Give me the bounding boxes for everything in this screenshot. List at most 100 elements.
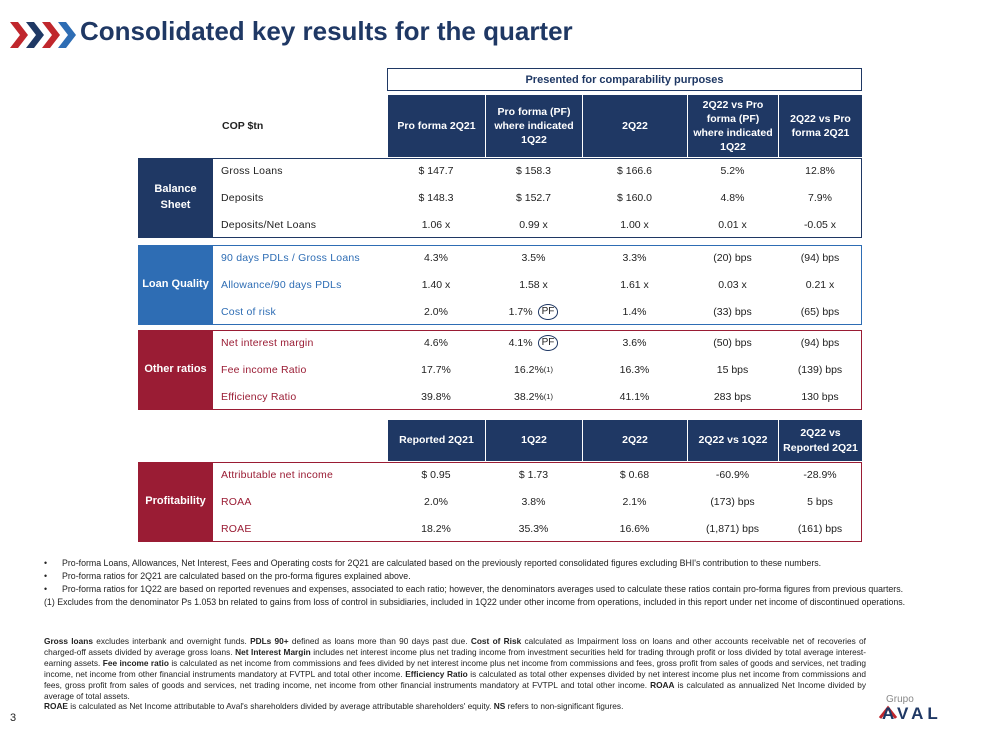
definition-text: defined as loans more than 90 days past … [288,636,471,646]
note-bullet: Pro-forma ratios for 1Q22 are based on r… [44,583,944,596]
definition-text: is calculated as total other expenses di… [44,668,866,690]
cell-value: 2.0% [424,495,448,508]
cell: 41.1% [582,383,687,410]
definitions: Gross loans excludes interbank and overn… [44,636,866,712]
row-label: ROAE [221,522,252,535]
footnote-mark: (1) [543,365,553,375]
row-label: 90 days PDLs / Gross Loans [221,252,360,265]
cell: (1,871) bps [687,515,778,542]
cell: (94) bps [778,330,862,357]
pf-badge: PF [537,335,559,352]
cell: $ 160.0 [582,185,687,212]
definition-term: Net Interest Margin [235,646,311,657]
definition-text: calculated as Impairment loss on loans a… [44,636,866,657]
cell: 1.06 x [387,211,485,238]
cell-value: 130 bps [801,390,839,403]
cell: -60.9% [687,462,778,489]
group-label: Balance Sheet [138,158,213,238]
cell: $ 0.68 [582,462,687,489]
row-label: Net interest margin [221,337,314,350]
banner: Presented for comparability purposes [387,68,862,91]
cell-value: 0.03 x [718,278,747,291]
definition-term: PDLs 90+ [250,636,289,646]
cell-value: $ 160.0 [616,191,653,204]
cell-value: 16.2% [514,363,544,376]
cell-value: 4.8% [720,191,745,204]
cell: 3.5% [485,245,582,272]
cell-value: 0.99 x [519,218,548,231]
definition-term: Gross loans [44,636,93,646]
note-footnote: (1) Excludes from the denominator Ps 1.0… [44,597,906,607]
cell-value: 1.00 x [620,218,649,231]
chevrons [10,22,76,48]
cell-value: $ 158.3 [515,165,552,178]
row-label: ROAA [221,495,252,508]
cell-value: $ 1.73 [518,469,549,482]
cell-value: 1.61 x [620,278,649,291]
row-label: Cost of risk [221,305,276,318]
cell: (161) bps [778,515,862,542]
definition-term: Cost of Risk [470,636,522,646]
row-label: Allowance/90 days PDLs [221,278,342,291]
cell: 12.8% [778,158,862,185]
cell: $ 148.3 [387,185,485,212]
definition-text: is calculated as Net Income attributable… [67,701,494,712]
logo-mark [878,705,898,719]
cell-value: 1.06 x [421,218,451,231]
cell: 1.58 x [485,272,582,299]
cell: 1.61 x [582,272,687,299]
cell-value: (161) bps [797,522,843,535]
column-header: 2Q22 [582,95,687,157]
column-header: 1Q22 [485,420,582,461]
definition-paragraph: ROAE is calculated as Net Income attribu… [44,701,866,712]
logo-small: Grupo [886,694,914,705]
cell-value: 41.1% [619,390,650,403]
cell: 7.9% [778,185,862,212]
cell: 1.00 x [582,211,687,238]
cell-value: 15 bps [716,363,749,376]
definition-term: NS [493,701,506,712]
cell-value: 35.3% [518,522,549,535]
column-header: 2Q22 [582,420,687,461]
cell: 2.0% [387,298,485,325]
cell: $ 166.6 [582,158,687,185]
row-label: Deposits/Net Loans [221,218,317,231]
column-header: Pro forma (PF) where indicated 1Q22 [485,95,582,157]
cell-value: 3.3% [622,252,647,265]
cell: 4.1% PF [485,330,582,357]
logo-name: AVAL [882,704,942,723]
cell: 1.7% PF [485,298,582,325]
row-label: Efficiency Ratio [221,390,297,403]
cell: (139) bps [778,357,862,384]
cell-value: 5.2% [720,165,745,178]
column-header: 2Q22 vs Pro forma 2Q21 [778,95,862,157]
cell: (50) bps [687,330,778,357]
group-label: Other ratios [138,330,213,410]
cell-value: (139) bps [797,363,843,376]
cell-value: $ 147.7 [418,165,454,178]
cell: 2.1% [582,489,687,516]
cell-value: 3.5% [521,252,546,265]
cell: 0.03 x [687,272,778,299]
column-header: 2Q22 vs Pro forma (PF) where indicated 1… [687,95,778,157]
cell-value: 3.6% [622,337,647,350]
group-label: Loan Quality [138,245,213,325]
cell: (33) bps [687,298,778,325]
cell: $ 158.3 [485,158,582,185]
logo: Grupo AVAL [874,694,970,724]
cell: -28.9% [778,462,862,489]
cell: 0.21 x [778,272,862,299]
cell-value: 1.58 x [519,278,548,291]
definition-term: ROAA [650,679,675,690]
cell: $ 1.73 [485,462,582,489]
unit-label: COP $tn [222,120,264,132]
cell: 5 bps [778,489,862,516]
group-label: Profitability [138,462,213,542]
cell-value: 1.4% [622,305,647,318]
pf-badge: PF [537,303,559,320]
row-label: Deposits [221,191,264,204]
cell-value: 16.6% [619,522,650,535]
cell: 130 bps [778,383,862,410]
title: Consolidated key results for the quarter [80,16,573,46]
definition-term: Efficiency Ratio [405,668,468,679]
